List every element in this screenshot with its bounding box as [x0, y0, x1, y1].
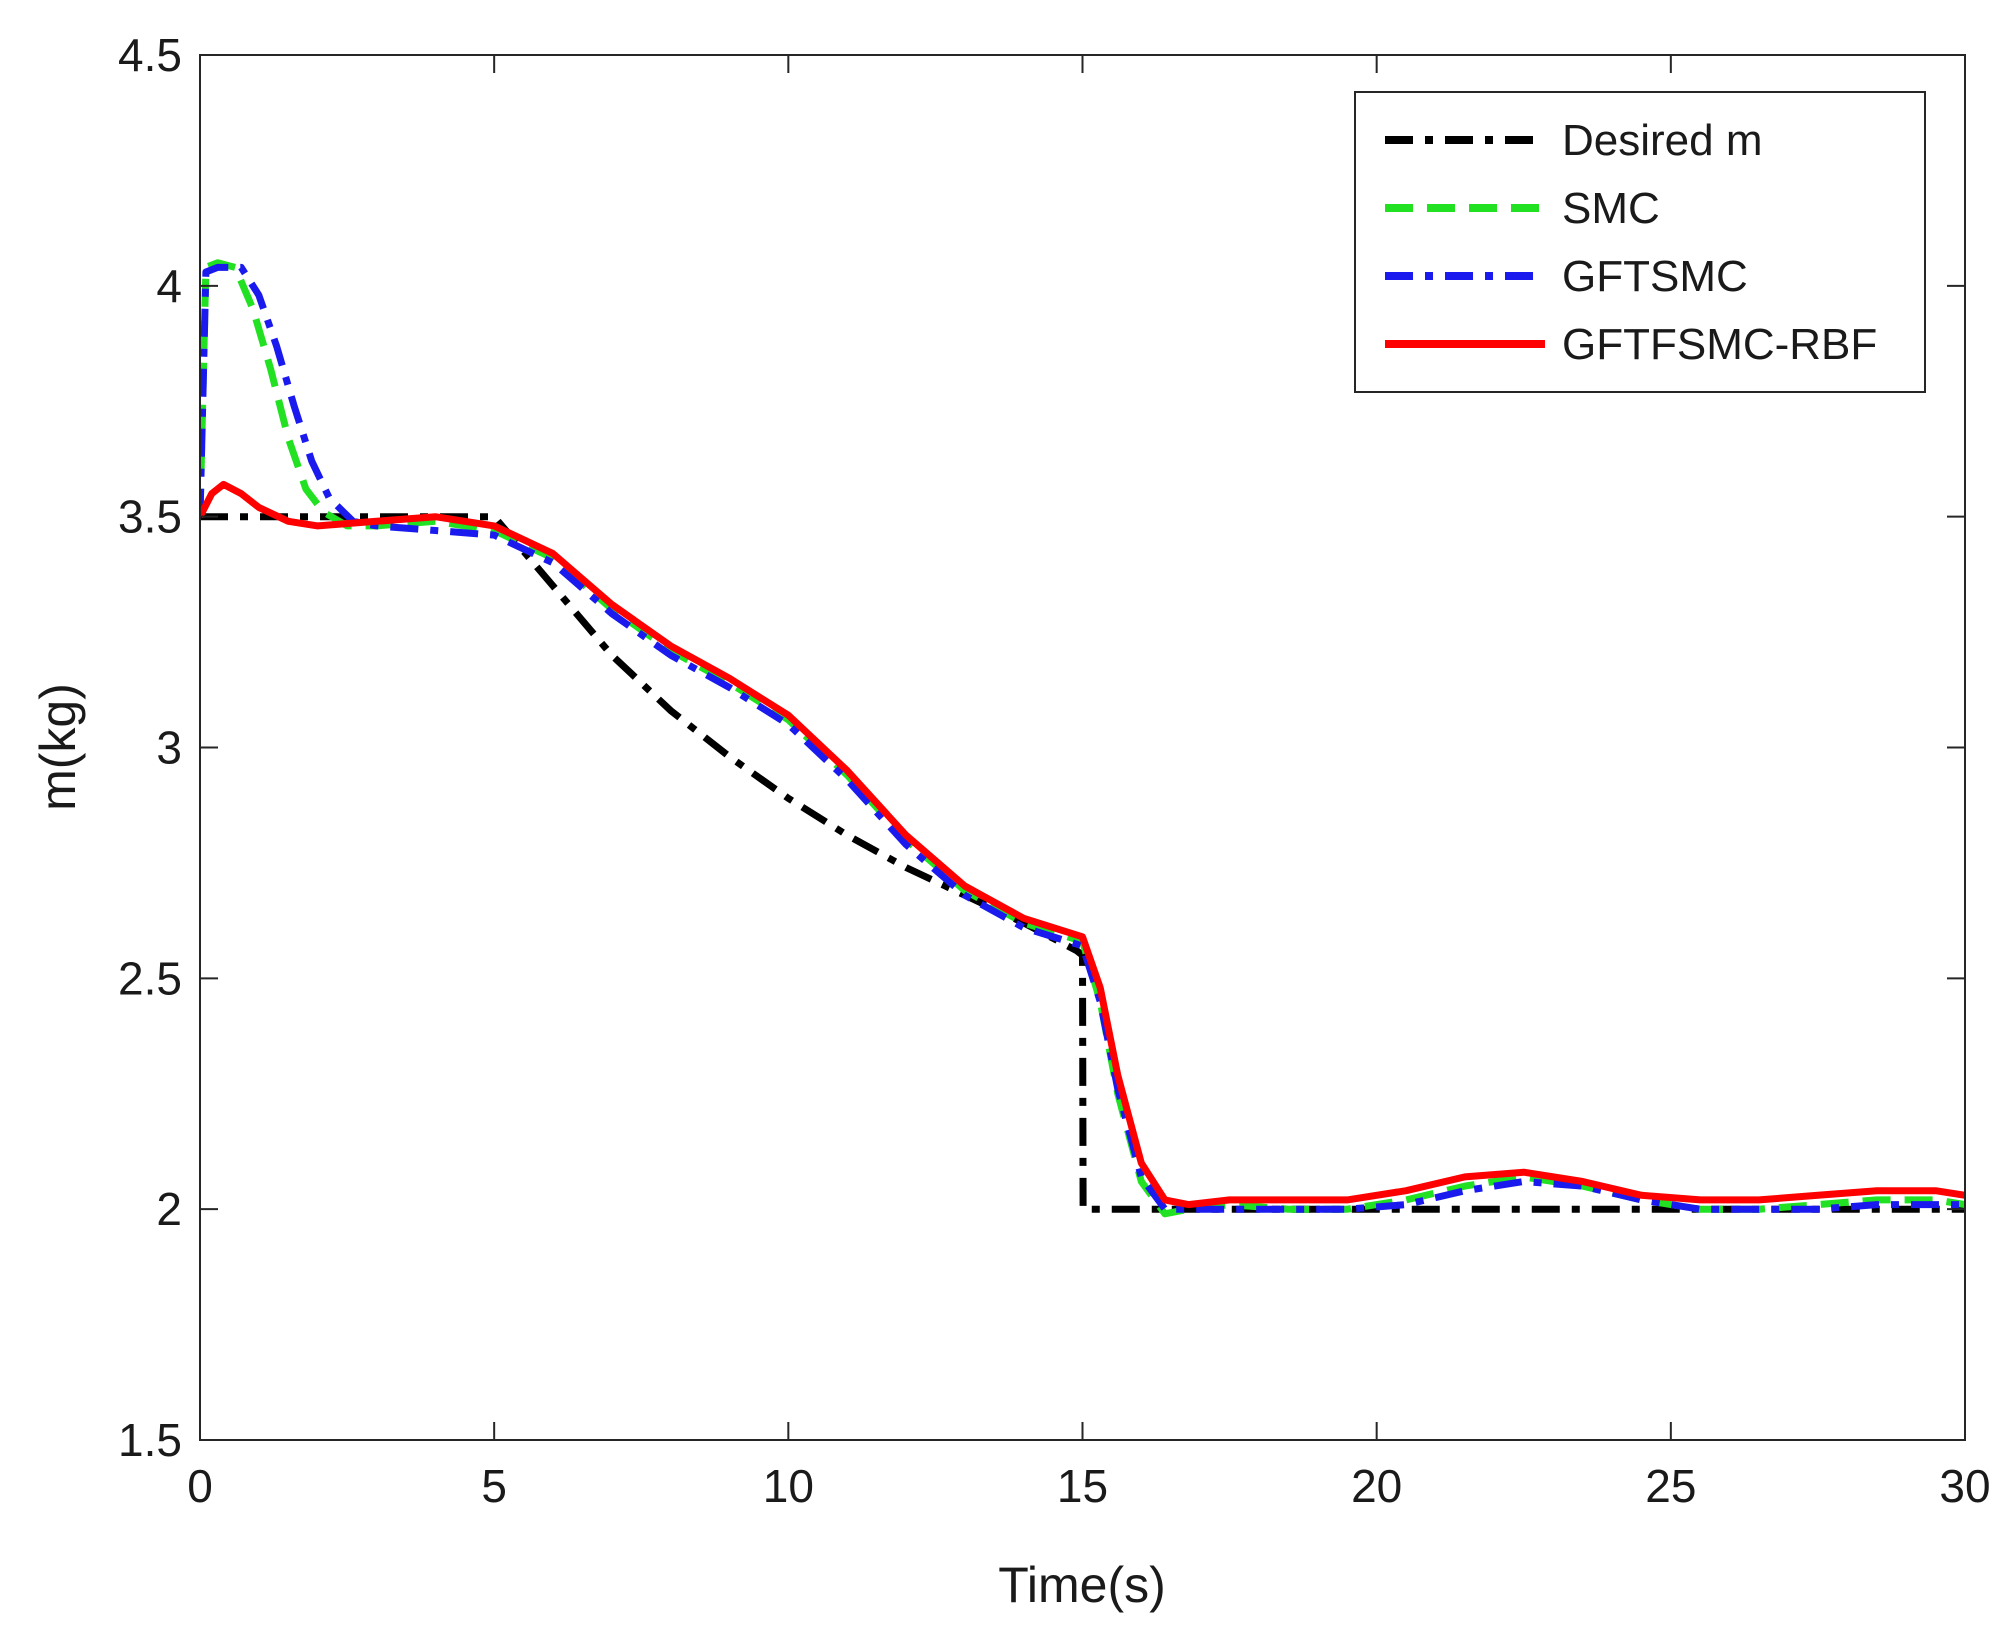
y-tick-label: 3	[156, 722, 182, 774]
x-tick-label: 15	[1057, 1460, 1108, 1512]
legend-label: SMC	[1562, 184, 1660, 233]
series-layer	[200, 259, 1965, 1218]
series-line-gftsmc	[200, 263, 1965, 1213]
y-tick-label: 4	[156, 260, 182, 312]
x-tick-label: 5	[481, 1460, 507, 1512]
series-line-desired-m	[200, 513, 1965, 1213]
legend: Desired m SMC GFTSMC GFTFSMC-RBF	[1354, 91, 1926, 393]
x-tick-label: 30	[1939, 1460, 1990, 1512]
y-tick-label: 3.5	[118, 491, 182, 543]
ticks-layer: 0 5 10 15 20 25 30 1.5 2 2.5 3 3.5 4 4.5	[118, 29, 1991, 1512]
legend-label: GFTSMC	[1562, 252, 1748, 301]
x-tick-label: 10	[763, 1460, 814, 1512]
x-tick-label: 0	[187, 1460, 213, 1512]
y-tick-label: 4.5	[118, 29, 182, 81]
x-axis-label: Time(s)	[998, 1557, 1166, 1613]
y-tick-label: 1.5	[118, 1414, 182, 1466]
legend-label: Desired m	[1562, 116, 1763, 165]
x-tick-label: 20	[1351, 1460, 1402, 1512]
series-line-gftfsmc-rbf	[200, 480, 1965, 1209]
x-tick-label: 25	[1645, 1460, 1696, 1512]
series-line-smc	[200, 259, 1965, 1218]
y-axis-label: m(kg)	[30, 683, 86, 811]
y-tick-label: 2	[156, 1183, 182, 1235]
legend-label: GFTFSMC-RBF	[1562, 320, 1877, 369]
y-tick-label: 2.5	[118, 952, 182, 1004]
